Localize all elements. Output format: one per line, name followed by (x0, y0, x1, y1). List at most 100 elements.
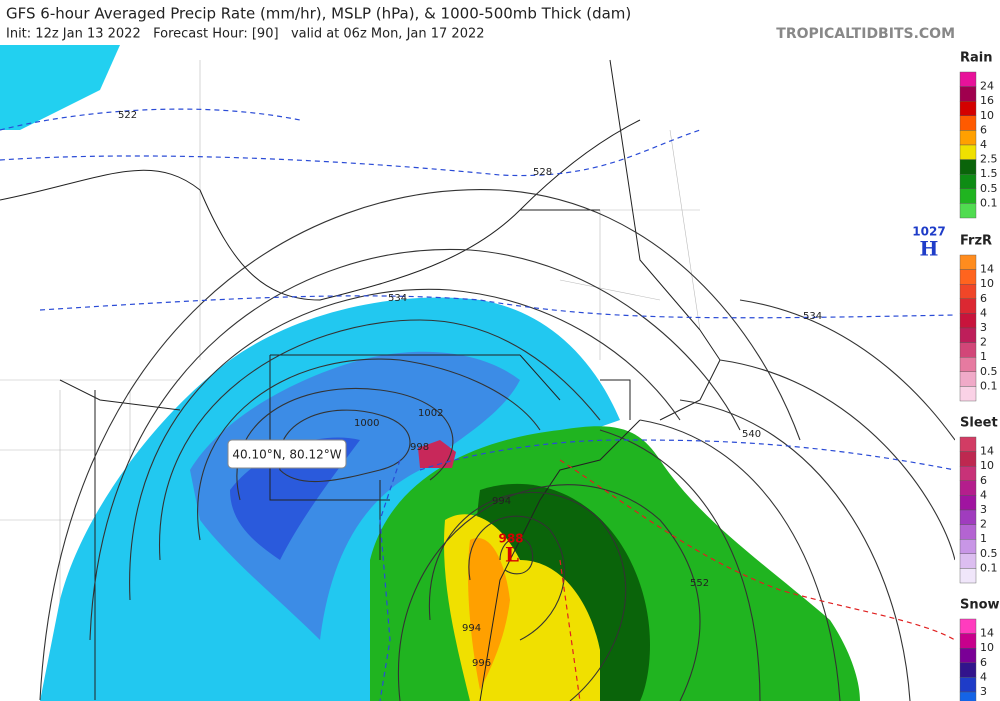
legend-swatch (959, 159, 977, 175)
legend-label: 4 (980, 488, 987, 501)
legend-swatch (959, 386, 977, 402)
low-pressure: 988 (498, 532, 523, 546)
tooltip: 40.10°N, 80.12°W (232, 448, 341, 462)
legend-label: 10 (980, 459, 994, 472)
high-pressure: 1027 (912, 225, 945, 239)
legend-swatch (959, 203, 977, 219)
map: 522 528 534 534 540 552 1000 1002 998 99… (0, 45, 956, 701)
contour-label: 522 (118, 110, 137, 121)
thickness-lines-warm (559, 459, 956, 701)
legend-title: Sleet (960, 416, 998, 431)
legend-swatch (959, 539, 977, 555)
legend-swatch (959, 298, 977, 314)
isobars (39, 188, 956, 701)
legend-swatch (959, 327, 977, 343)
legend-swatch (959, 371, 977, 387)
contour-label: 1000 (354, 418, 379, 429)
contour-label: 1002 (418, 408, 443, 419)
legend-label: 10 (980, 109, 994, 122)
legend-swatch (959, 633, 977, 649)
contour-label: 534 (388, 293, 407, 304)
legend-swatch (959, 100, 977, 116)
legend-label: 10 (980, 641, 994, 654)
legend-label: 10 (980, 277, 994, 290)
contour-label: 998 (410, 442, 429, 453)
legend-swatch (959, 284, 977, 300)
legend-swatch (959, 553, 977, 569)
legend-label: 6 (980, 123, 987, 136)
precip-blue (190, 351, 520, 640)
legend-swatch (959, 357, 977, 373)
legend-label: 14 (980, 627, 994, 640)
legend-label: 0.5 (980, 547, 998, 560)
contour-label: 552 (690, 578, 709, 589)
legend-swatch (959, 524, 977, 540)
contour-label: 540 (742, 429, 761, 440)
legend-swatch (959, 568, 977, 584)
legend-label: 1 (980, 532, 987, 545)
thickness-lines (0, 108, 956, 701)
legend-swatch (959, 677, 977, 693)
legend-swatch (959, 466, 977, 482)
legend-label: 4 (980, 138, 987, 151)
legend-label: 3 (980, 685, 987, 698)
legend-swatch (959, 144, 977, 160)
legend-label: 1 (980, 350, 987, 363)
legend-label: 0.1 (980, 379, 998, 392)
legend-label: 0.5 (980, 365, 998, 378)
contour-label: 528 (533, 167, 552, 178)
legend-label: 14 (980, 263, 994, 276)
legend-label: 0.1 (980, 561, 998, 574)
legend-swatch (959, 648, 977, 664)
precip-orange (468, 538, 510, 690)
contour-label: 534 (803, 311, 822, 322)
legend-swatch (959, 342, 977, 358)
watermark: TROPICALTIDBITS.COM (776, 26, 955, 42)
legend-swatch (959, 662, 977, 678)
high-symbol: H (920, 237, 939, 261)
legend-label: 2.5 (980, 153, 998, 166)
legend-label: 2 (980, 518, 987, 531)
legend-swatch (959, 188, 977, 204)
legend-swatch (959, 71, 977, 87)
legend-swatch (959, 451, 977, 467)
legend-label: 6 (980, 474, 987, 487)
low-symbol: L (505, 543, 519, 567)
legend-swatch (959, 115, 977, 131)
title: GFS 6-hour Averaged Precip Rate (mm/hr),… (6, 5, 631, 23)
precip-sleet (418, 440, 456, 468)
legend-swatch (959, 269, 977, 285)
legend-swatch (959, 691, 977, 701)
legend-label: 3 (980, 503, 987, 516)
legend-swatch (959, 436, 977, 452)
coastline (479, 329, 721, 701)
legend-label: 24 (980, 80, 994, 93)
legend-label: 14 (980, 445, 994, 458)
contour-label: 996 (472, 658, 491, 669)
legend-title: Rain (960, 51, 993, 66)
contour-label: 994 (462, 623, 481, 634)
legend-swatch (959, 173, 977, 189)
legend-label: 4 (980, 670, 987, 683)
legend-label: 2 (980, 336, 987, 349)
legend-swatch (959, 480, 977, 496)
legend-swatch (959, 86, 977, 102)
legend-swatch (959, 495, 977, 511)
legend-swatch (959, 618, 977, 634)
legend-swatch (959, 254, 977, 270)
legend-title: Snow (960, 598, 1000, 613)
legend-label: 4 (980, 306, 987, 319)
legend-title: FrzR (960, 234, 992, 249)
tooltip-box (227, 439, 347, 469)
legend-label: 3 (980, 321, 987, 334)
legend-label: 6 (980, 656, 987, 669)
legend-swatch (959, 313, 977, 329)
legend-label: 1.5 (980, 167, 998, 180)
precip-cyan-nw (0, 45, 120, 130)
legend-label: 6 (980, 292, 987, 305)
legend-label: 0.1 (980, 196, 998, 209)
legend-label: 16 (980, 94, 994, 107)
legend-swatch (959, 130, 977, 146)
